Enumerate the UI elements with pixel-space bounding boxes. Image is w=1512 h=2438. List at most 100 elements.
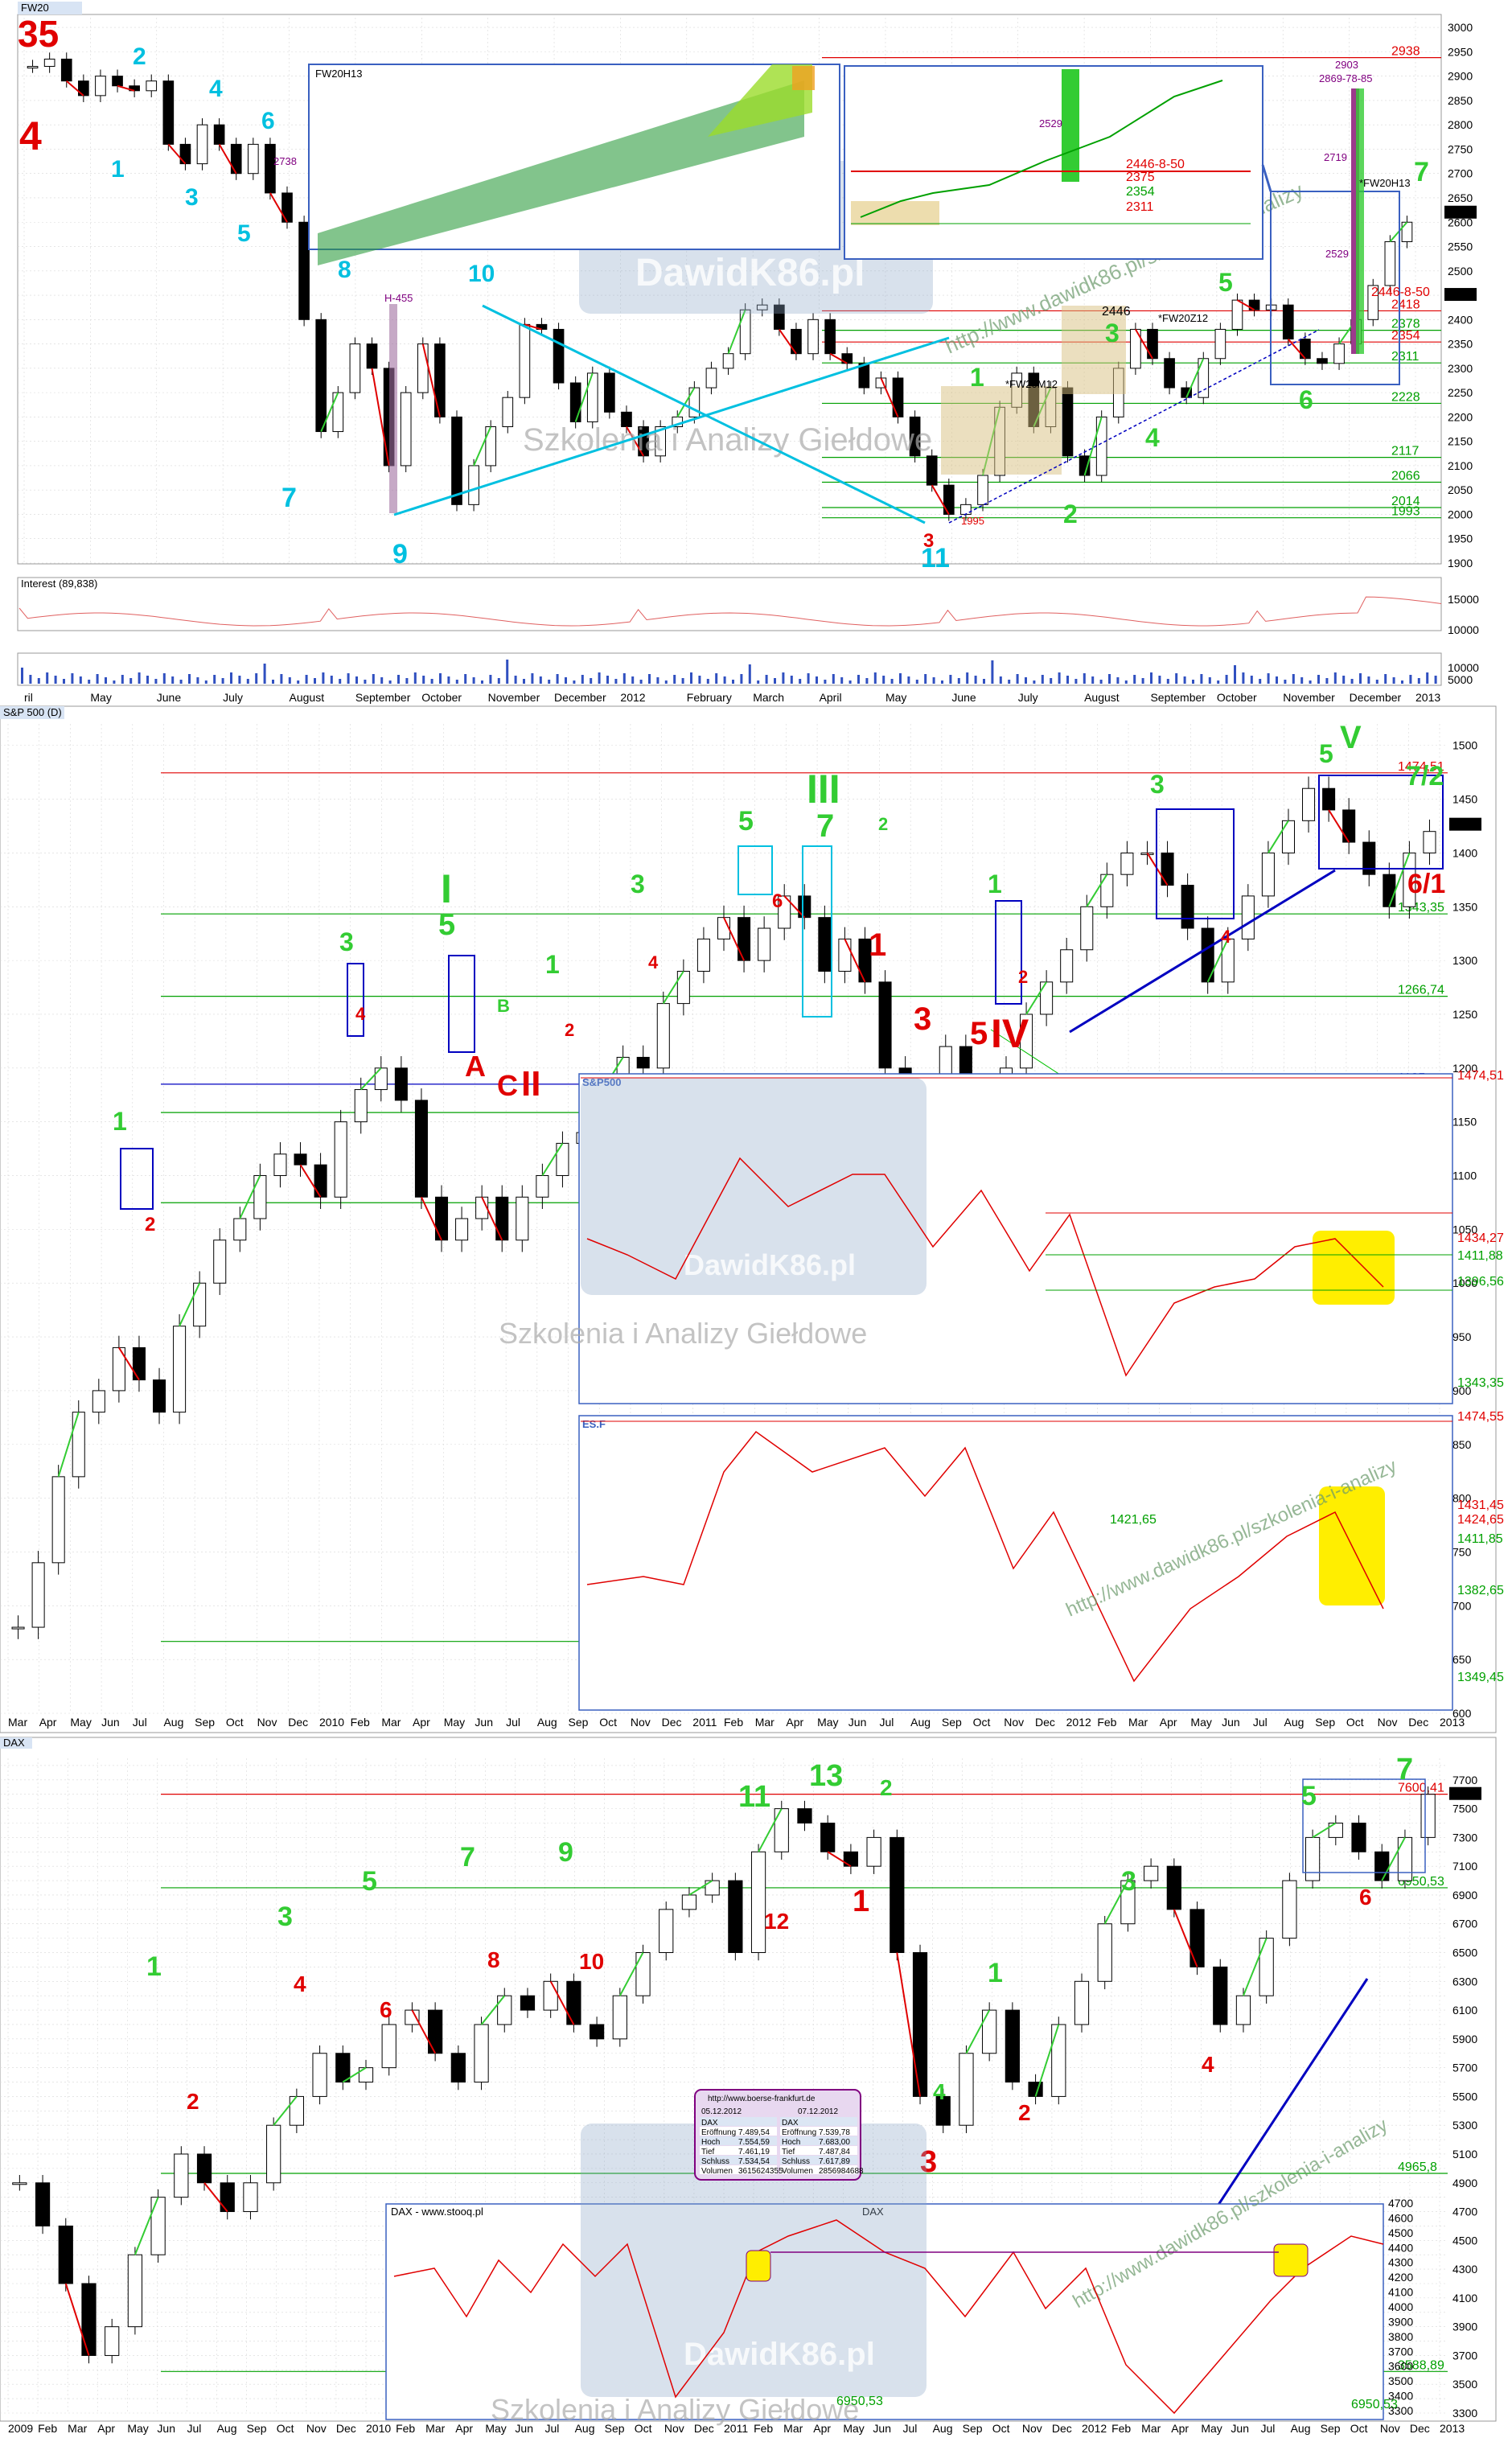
- dax-wave-seg-6: [134, 2197, 159, 2255]
- dax-candle-13: [312, 2053, 327, 2097]
- fw20-y-axis: 1900 1950 2000 2050 2100 2150 2200 2250 2300 2350…: [1444, 21, 1477, 569]
- fw20-xtick-18: October: [1217, 691, 1257, 704]
- fw20-label-1995: 1995: [961, 515, 984, 527]
- fw20-annot-right: 2903 2869-78-85 2719 2529 *FW20H13 *FW20…: [273, 59, 1430, 527]
- spx-candle-53: [1080, 906, 1094, 951]
- fw20-xtick-12: April: [820, 691, 842, 704]
- fw20-vol-bar-8: [88, 680, 91, 684]
- spx-wave-seg-66: [1328, 809, 1350, 843]
- dax-candle-34: [797, 1808, 812, 1824]
- spx-candle-15: [314, 1164, 327, 1198]
- spx-xtick-17: Aug: [537, 1716, 557, 1729]
- spx-wave-6-1: 6/1: [1407, 869, 1445, 899]
- fw20-wave-g3: 3: [1105, 319, 1120, 347]
- fw20-vol-bar-52: [455, 680, 458, 684]
- fw20-vol-bar-94: [807, 673, 810, 684]
- dax-xtick-9: Oct: [277, 2422, 294, 2435]
- spx-xtick-32: Nov: [1004, 1716, 1024, 1729]
- spx-xtick-13: Apr: [413, 1716, 430, 1729]
- dax-wave-seg-9: [203, 2182, 228, 2213]
- dax-price-badge-bg-0: [1449, 1786, 1481, 1800]
- fw20-volume-bars: [21, 660, 1437, 684]
- dax-inset-ytick-4500: 4500: [1388, 2226, 1413, 2239]
- fw20-vol-bar-45: [397, 675, 400, 684]
- fw20-wave-7: 7: [281, 483, 297, 513]
- dax-xtick-42: Jul: [1261, 2422, 1276, 2435]
- quote-row-key-l-1: Eröffnung: [701, 2128, 736, 2137]
- fw20-xtick-9: 2012: [620, 691, 645, 704]
- spx-xtick-16: Jul: [506, 1716, 520, 1729]
- fw20-vol-bar-136: [1158, 676, 1161, 684]
- fw20-xtick-16: August: [1084, 691, 1120, 704]
- fw20-wave-seg-69: [1185, 358, 1205, 398]
- fw20-xtick-14: June: [951, 691, 976, 704]
- fw20-candle-15: [281, 192, 293, 223]
- dax-inset-ytick-3700: 3700: [1388, 2345, 1413, 2358]
- spx-ytick-800: 800: [1452, 1492, 1472, 1505]
- dax-wave-seg-51: [1173, 1909, 1198, 1967]
- spx-candle-14: [294, 1153, 307, 1166]
- fw20-vol-bar-49: [430, 679, 433, 684]
- spx-wave-II: II: [521, 1064, 540, 1104]
- fw20-ytick-2900: 2900: [1448, 70, 1473, 83]
- dax-wave-seg-48: [1103, 1880, 1129, 1925]
- dax-ytick-4300: 4300: [1452, 2263, 1477, 2276]
- dax-candles: [12, 1786, 1436, 2364]
- fw20-vol-bar-133: [1133, 675, 1136, 684]
- dax-candle-2: [58, 2225, 73, 2284]
- quote-right-date: 07.12.2012: [798, 2107, 838, 2116]
- dax-candle-16: [381, 2024, 396, 2069]
- spx-wave-seg-18: [360, 1067, 382, 1091]
- fw20-wave-seg-51: [880, 377, 899, 417]
- fw20-label-fw20z12: *FW20Z12: [1158, 312, 1208, 324]
- spx-xtick-25: Apr: [786, 1716, 803, 1729]
- fw20-vol-bar-120: [1025, 677, 1027, 684]
- dax-xtick-44: Sep: [1321, 2422, 1341, 2435]
- spx-candle-62: [1261, 852, 1275, 897]
- spx-xtick-15: Jun: [475, 1716, 493, 1729]
- quote-left-date: 05.12.2012: [701, 2107, 742, 2116]
- fw20-wave-seg-66: [1135, 328, 1153, 360]
- dax-xtick-14: Mar: [425, 2422, 445, 2435]
- fw20-candle-28: [502, 397, 514, 427]
- fw20-vol-bar-9: [96, 674, 99, 684]
- fw20-wave-35: 35: [18, 13, 59, 55]
- spx-wave-seg-54: [1086, 874, 1108, 907]
- spx-wave-5: 5: [438, 908, 455, 942]
- spx-wave-IV: IV: [991, 1011, 1029, 1056]
- spx-candle-54: [1100, 874, 1114, 907]
- dax-candle-0: [12, 2182, 27, 2185]
- fw20-vol-bar-27: [246, 679, 249, 684]
- fw20-vol-bar-60: [523, 679, 525, 684]
- spx-inset1-l3: 1411,88: [1457, 1249, 1503, 1263]
- dax-candle-5: [127, 2254, 143, 2328]
- dax-inset-level-a: 6950,53: [836, 2395, 883, 2408]
- dax-candle-61: [1420, 1794, 1436, 1838]
- fw20-wave-g7: 7: [1414, 157, 1429, 187]
- spx-wave-1: 1: [113, 1107, 127, 1136]
- fw20-vol-bar-0: [21, 668, 23, 684]
- dax-xtick-12: 2010: [366, 2422, 391, 2435]
- spx-candle-58: [1181, 885, 1194, 929]
- fw20-vol-bar-109: [932, 677, 935, 684]
- fw20-candle-31: [553, 328, 565, 384]
- fw20-vol-bar-142: [1208, 677, 1211, 684]
- fw20-label-h455: H-455: [384, 292, 413, 304]
- dax-candle-10: [243, 2182, 258, 2213]
- fw20-vol-bar-100: [857, 675, 860, 684]
- dax-candle-54: [1259, 1938, 1274, 1996]
- fw20-vol-bar-139: [1183, 676, 1186, 684]
- spx-xtick-46: 2013: [1440, 1716, 1465, 1729]
- fw20-inset-left: FW20H13: [308, 64, 840, 265]
- fw20-wave-labels: 35 4 2 4 6 8 10 7 9 11 3 5 1 1 2 3 4 5 6…: [18, 13, 1429, 574]
- fw20-candle-0: [27, 66, 39, 69]
- spx-inset1-l5: 1343,35: [1457, 1376, 1504, 1390]
- spx-xtick-1: Apr: [39, 1716, 57, 1729]
- dax-candle-38: [890, 1836, 905, 1954]
- dax-candle-25: [589, 2024, 605, 2040]
- spx-wave-1c: 1: [988, 870, 1002, 898]
- fw20-vol-bar-15: [146, 676, 149, 684]
- dax-candle-26: [612, 1995, 627, 2040]
- spx-xtick-23: Feb: [724, 1716, 743, 1729]
- spx-inset-esf: ES.F 1474,55 1431,45 1424,65 1421,65 141…: [578, 1410, 1504, 1711]
